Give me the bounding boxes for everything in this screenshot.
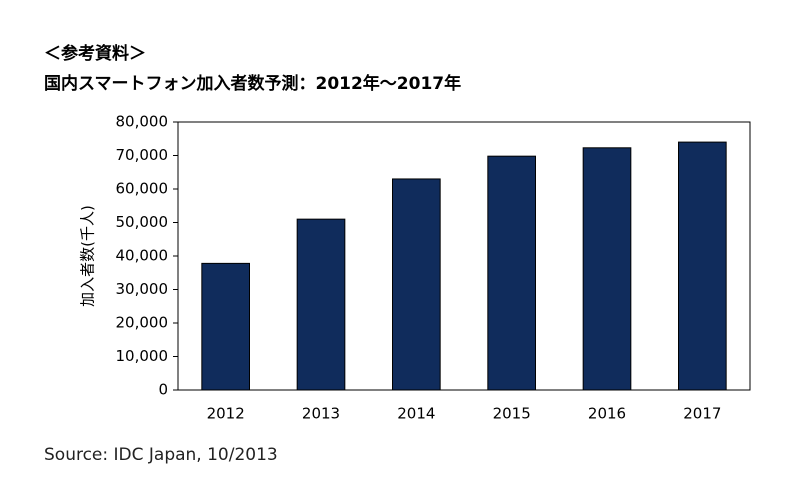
y-tick-label: 40,000 bbox=[116, 247, 169, 265]
x-tick-label: 2017 bbox=[683, 405, 721, 423]
bar bbox=[296, 218, 346, 391]
chart-title: 国内スマートフォン加入者数予測：2012年～2017年 bbox=[44, 73, 461, 94]
bar bbox=[582, 147, 632, 391]
x-tick-label: 2013 bbox=[302, 405, 340, 423]
bar bbox=[487, 155, 537, 391]
x-tick-label: 2014 bbox=[397, 405, 435, 423]
chart-heading: ＜参考資料＞ bbox=[44, 43, 146, 64]
y-tick-label: 0 bbox=[158, 381, 168, 399]
x-tick-label: 2012 bbox=[207, 405, 245, 423]
x-tick-label: 2016 bbox=[588, 405, 626, 423]
y-tick-label: 10,000 bbox=[116, 347, 169, 365]
plot-frame bbox=[177, 121, 751, 391]
bar bbox=[201, 262, 250, 391]
bar bbox=[392, 178, 441, 391]
bar bbox=[678, 141, 727, 391]
source: Source: IDC Japan, 10/2013 bbox=[44, 445, 278, 465]
y-tick-label: 30,000 bbox=[116, 280, 169, 298]
y-tick-label: 20,000 bbox=[116, 314, 169, 332]
y-tick-label: 80,000 bbox=[116, 113, 169, 131]
x-tick-label: 2015 bbox=[493, 405, 531, 423]
y-axis-label: 加入者数(千人) bbox=[79, 205, 97, 307]
y-tick-label: 70,000 bbox=[116, 146, 169, 164]
y-tick-label: 60,000 bbox=[116, 180, 169, 198]
y-tick-label: 50,000 bbox=[116, 213, 169, 231]
